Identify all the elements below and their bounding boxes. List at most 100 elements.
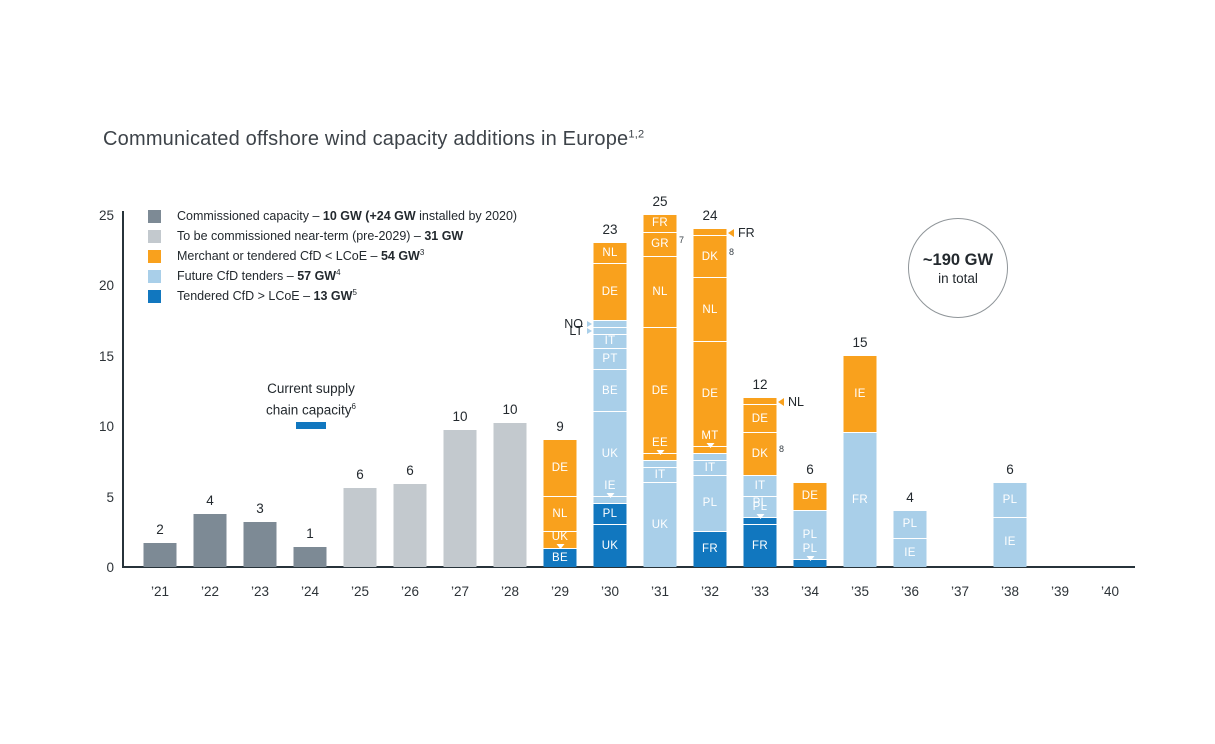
y-axis-label: 0 — [106, 560, 114, 575]
supply-chain-capacity-marker — [296, 422, 326, 430]
segment-label-text: DE — [551, 461, 569, 474]
bar-segment: UK — [543, 531, 577, 550]
legend-label: Future CfD tenders – 57 GW4 — [177, 268, 341, 284]
x-axis-label: ’35 — [850, 584, 869, 599]
arrow-down-icon — [556, 544, 564, 550]
total-capacity-circle: ~190 GW in total — [908, 218, 1008, 318]
y-axis-label: 20 — [98, 278, 114, 294]
segment-label-text: IT — [704, 461, 716, 474]
bar-total-label: 3 — [256, 500, 264, 516]
bar-segment: BE — [543, 549, 577, 567]
segment-label-text: UK — [651, 518, 669, 531]
bar-slot: ’40 — [1085, 215, 1135, 599]
y-axis-line — [122, 211, 124, 567]
bar-segment: IE — [843, 355, 877, 434]
bar-segment: DK — [693, 236, 727, 279]
x-axis-label: ’21 — [150, 584, 169, 599]
segment-label-text: NL — [552, 507, 568, 520]
bar-slot: ’34 PL PL DE 6 — [785, 215, 835, 599]
x-axis-label: ’38 — [1000, 584, 1019, 599]
bar-segment: IT — [743, 475, 777, 497]
segment-label: BE — [594, 370, 627, 411]
segment-label: DE — [744, 405, 777, 432]
segment-label: UK — [644, 483, 677, 568]
bar-stack: UK IT EE DE NL GR FR — [643, 215, 677, 568]
segment-label-text: IE — [904, 546, 916, 559]
bar-slot: ’29 BE UK NL DE 9 — [535, 215, 585, 599]
bar-segment: PL — [593, 503, 627, 525]
bar-segment: FR — [643, 215, 677, 233]
segment-label: FR — [694, 532, 727, 567]
bar-total-label: 6 — [806, 461, 814, 477]
segment-label-text: PL — [802, 528, 818, 541]
bar-slot: ’28 10 — [485, 215, 535, 599]
chart-title: Communicated offshore wind capacity addi… — [103, 128, 644, 151]
bar-slot: ’31 UK IT EE DE NL GR FR 7 25 — [635, 194, 685, 599]
segment-label-text: GR — [651, 238, 669, 251]
segment-label-text: IE — [854, 388, 866, 400]
supply-chain-superscript: 6 — [351, 402, 356, 411]
segment-label-text: PL — [602, 507, 618, 520]
legend-label: Merchant or tendered CfD < LCoE – 54 GW3 — [177, 248, 425, 264]
bar-segment: NL — [643, 257, 677, 328]
triangle-right-icon — [587, 328, 592, 335]
bar-segment: DE — [543, 440, 577, 497]
x-axis-label: ’37 — [950, 584, 969, 599]
segment-label: IT — [744, 476, 777, 496]
bar-segment: NL — [693, 278, 727, 342]
x-axis-label: ’30 — [600, 584, 619, 599]
segment-label: PL — [594, 504, 627, 524]
bar-segment: DE — [643, 327, 677, 455]
triangle-right-icon — [587, 321, 592, 328]
bar-segment — [143, 543, 177, 567]
legend-label: Tendered CfD > LCoE – 13 GW5 — [177, 288, 357, 304]
segment-label: BE — [544, 549, 577, 567]
bar-segment: IE — [893, 538, 927, 567]
segment-label-text: FR — [752, 539, 768, 552]
segment-label: FR — [744, 525, 777, 567]
y-axis-label: 25 — [98, 208, 114, 223]
segment-label: PT — [594, 349, 627, 369]
bar-segment: DE — [793, 482, 827, 511]
segment-label: NL — [544, 497, 577, 531]
bars-container: ’21 2 ’22 4 ’23 3 ’24 1 ’25 6 ’26 6 ’27 10 ’28 10 ’29 BE U… — [135, 194, 1135, 599]
bar-segment — [443, 430, 477, 567]
bar-segment: BE — [593, 369, 627, 413]
bar-slot: ’23 3 — [235, 215, 285, 599]
bar-total-label: 10 — [452, 409, 468, 425]
bar-segment: IT — [643, 468, 677, 483]
supply-chain-line2: chain capacity — [265, 402, 352, 418]
segment-label-text: IE — [1004, 536, 1016, 549]
bar-segment: IT — [693, 461, 727, 476]
segment-label: DE — [794, 483, 827, 510]
bar-stack — [343, 215, 377, 567]
segment-label-text: PL — [902, 518, 918, 531]
bar-segment: DK — [743, 433, 777, 476]
bar-total-label: 12 — [752, 377, 768, 392]
bar-segment — [493, 423, 527, 567]
total-capacity-caption: in total — [938, 270, 978, 286]
segment-label-text: IT — [604, 335, 616, 348]
bar-slot: ’36 IE PL 4 — [885, 215, 935, 599]
triangle-left-icon — [778, 397, 784, 406]
y-axis-label: 5 — [106, 489, 114, 505]
bar-stack — [1044, 215, 1077, 567]
bar-segment: DE — [743, 405, 777, 434]
segment-label: DK — [744, 433, 777, 474]
x-axis-label: ’23 — [250, 584, 269, 599]
segment-label: DE — [594, 264, 627, 319]
bar-slot: ’30 UK PL IE UK BE PT IT DE NL LT NO 23 — [564, 215, 635, 599]
legend-item: Commissioned capacity – 10 GW (+24 GW in… — [148, 206, 517, 226]
bar-stack — [493, 215, 527, 567]
bar-segment — [743, 517, 777, 525]
x-axis-label: ’40 — [1100, 584, 1119, 599]
bar-stack: FR IE — [843, 215, 877, 567]
bar-stack: IE PL — [993, 215, 1027, 567]
bar-segment: PL — [993, 482, 1027, 518]
bar-segment: PT — [593, 348, 627, 370]
bar-segment: FR — [843, 433, 877, 567]
bar-segment: UK — [593, 412, 627, 497]
x-axis-label: ’26 — [400, 584, 419, 599]
segment-label-text: UK — [601, 539, 619, 552]
